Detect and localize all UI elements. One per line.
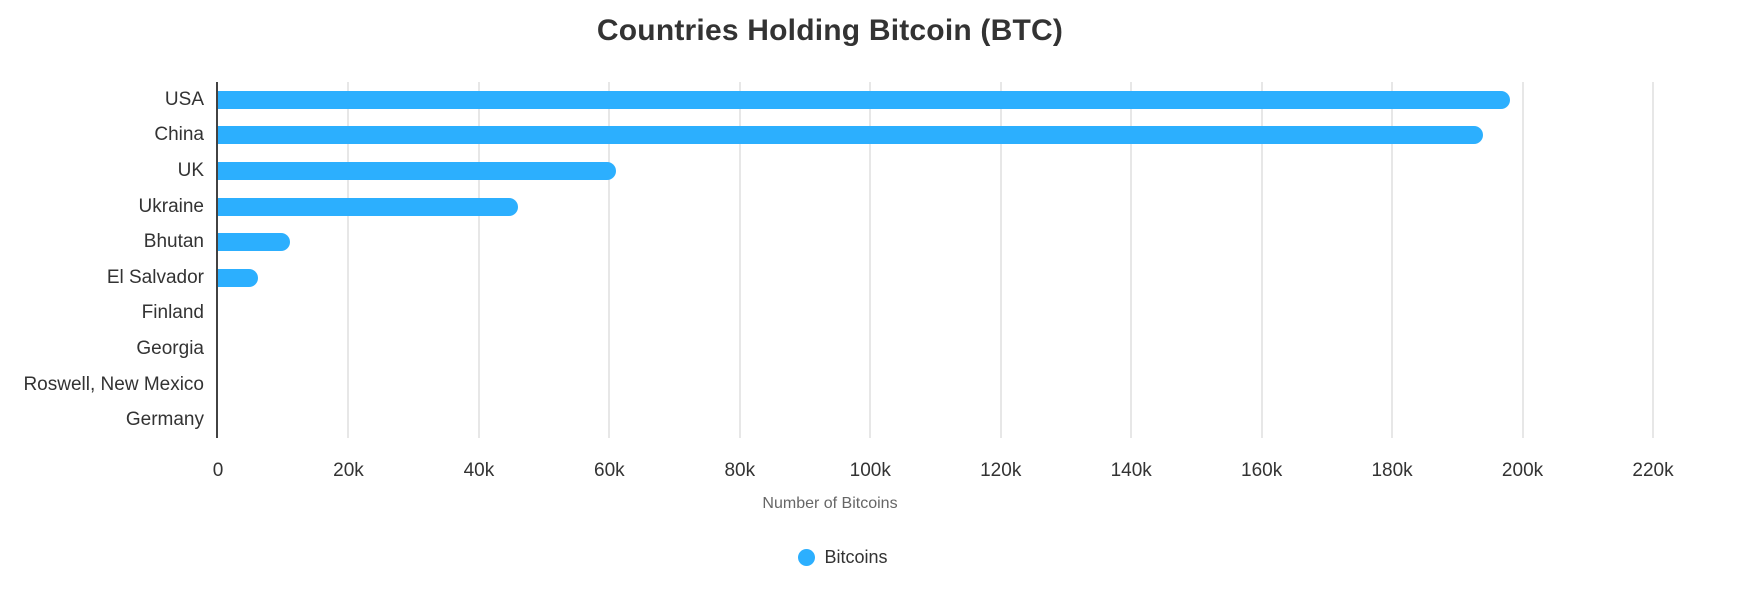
category-label: USA (164, 88, 204, 110)
gridline (347, 82, 350, 438)
legend-item-bitcoins[interactable]: Bitcoins (798, 547, 888, 568)
x-tick-label: 140k (1110, 460, 1152, 481)
category-label: China (154, 124, 204, 146)
category-label: Georgia (136, 337, 204, 359)
x-tick-label: 100k (849, 460, 891, 481)
x-tick-label: 20k (333, 460, 364, 481)
category-label: Finland (141, 302, 204, 324)
x-tick-label: 0 (212, 460, 224, 481)
x-tick-label: 40k (463, 460, 495, 481)
bar-china[interactable] (218, 126, 1484, 145)
category-label: UK (177, 159, 204, 181)
legend-label: Bitcoins (824, 547, 888, 567)
legend: Bitcoins (0, 547, 1686, 568)
gridline (1521, 82, 1524, 438)
y-axis-labels: USA China UK Ukraine Bhutan El Salvador Finlan… (0, 82, 204, 438)
category-label: Bhutan (143, 231, 204, 253)
category-label: El Salvador (106, 266, 204, 288)
gridline (738, 82, 741, 438)
gridline (1260, 82, 1263, 438)
chart-title: Countries Holding Bitcoin (BTC) (596, 14, 1064, 47)
category-label: Ukraine (138, 195, 204, 217)
gridline (869, 82, 872, 438)
gridline (608, 82, 611, 438)
x-tick-label: 220k (1632, 460, 1674, 481)
gridline (1130, 82, 1133, 438)
bar-el-salvador[interactable] (218, 268, 258, 287)
x-tick-label: 200k (1501, 460, 1544, 481)
legend-marker-icon (798, 549, 816, 566)
gridline (999, 82, 1002, 438)
bar-uk[interactable] (218, 162, 616, 180)
gridline (477, 82, 480, 438)
x-axis-title: Number of Bitcoins (762, 495, 898, 512)
plot-area: 0 20k 40k 60k 80k 100k 120k 140k 160k 180k 200k 220… (213, 82, 1674, 481)
x-tick-label: 60k (594, 460, 625, 481)
x-tick-label: 80k (724, 460, 756, 481)
x-tick-label: 160k (1241, 460, 1283, 481)
y-axis-line (216, 82, 218, 438)
bar-usa[interactable] (218, 90, 1510, 109)
x-tick-label: 120k (980, 460, 1022, 481)
category-label: Germany (125, 409, 204, 431)
gridline (1391, 82, 1394, 438)
x-tick-label: 180k (1371, 460, 1413, 481)
category-label: Roswell, New Mexico (23, 373, 204, 395)
bar-bhutan[interactable] (218, 233, 290, 252)
gridline (1652, 82, 1654, 438)
bar-ukraine[interactable] (218, 197, 519, 216)
